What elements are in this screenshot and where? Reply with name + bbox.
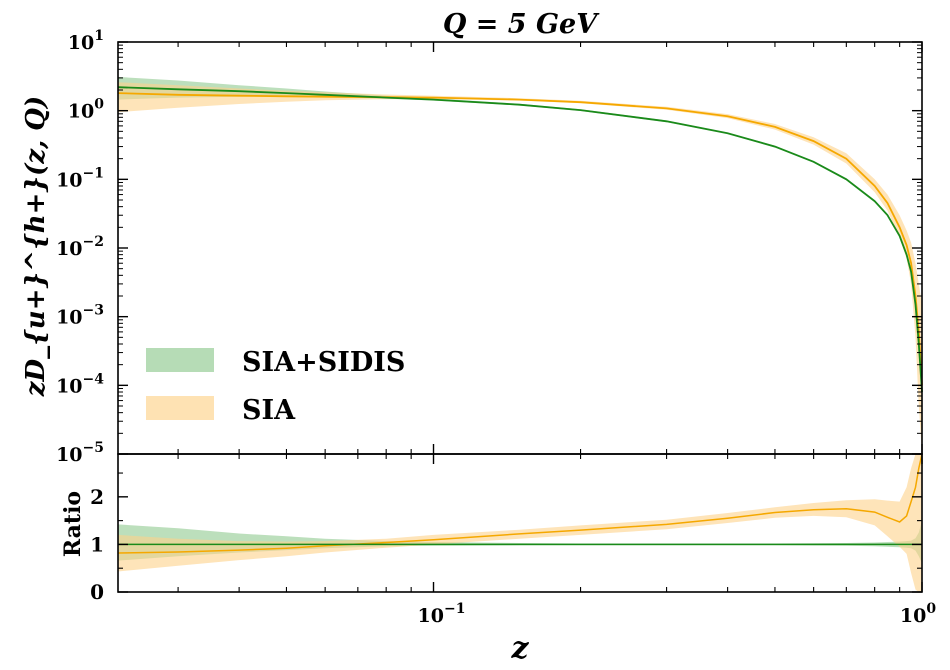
legend-label-sia: SIA bbox=[242, 395, 296, 426]
tick-labels: 101 100 10−1 10−2 10−3 10−4 10−5 0 1 2 10−1 100 bbox=[56, 28, 936, 627]
ratio-ylabel: Ratio bbox=[60, 491, 86, 557]
ratio-ytick-label: 0 bbox=[90, 580, 104, 604]
axes bbox=[117, 41, 923, 593]
xlabel: z bbox=[510, 631, 529, 666]
legend: SIA+SIDIS SIA bbox=[146, 347, 405, 426]
main-ytick-label: 101 bbox=[68, 28, 104, 54]
main-ytick-label: 10−1 bbox=[56, 165, 104, 191]
legend-swatch-sia-sidis bbox=[146, 348, 214, 372]
legend-swatch-sia bbox=[146, 396, 214, 420]
main-ytick-label: 10−2 bbox=[56, 234, 104, 260]
ratio-ytick-label: 1 bbox=[90, 532, 104, 556]
main-ytick-label: 100 bbox=[68, 97, 104, 123]
line-main-sia bbox=[117, 92, 923, 386]
main-ytick-label: 10−4 bbox=[56, 371, 104, 397]
ratio-ytick-label: 2 bbox=[90, 485, 104, 509]
ratio-frame bbox=[117, 453, 923, 593]
main-lines bbox=[117, 86, 923, 393]
ratio-lines bbox=[117, 453, 923, 554]
legend-label-sia-sidis: SIA+SIDIS bbox=[242, 347, 405, 378]
line-main-sia-sidis bbox=[117, 86, 923, 393]
xtick-label: 10−1 bbox=[418, 601, 466, 627]
chart-title: Q = 5 GeV bbox=[443, 9, 600, 40]
main-ytick-label: 10−5 bbox=[56, 440, 104, 466]
main-ylabel: zD_{u+}^{h+}(z, Q) bbox=[21, 96, 51, 397]
xtick-label: 100 bbox=[900, 601, 936, 627]
line-ratio-sia bbox=[117, 453, 923, 554]
main-ytick-label: 10−3 bbox=[56, 303, 104, 329]
ratio-bands bbox=[118, 454, 922, 592]
